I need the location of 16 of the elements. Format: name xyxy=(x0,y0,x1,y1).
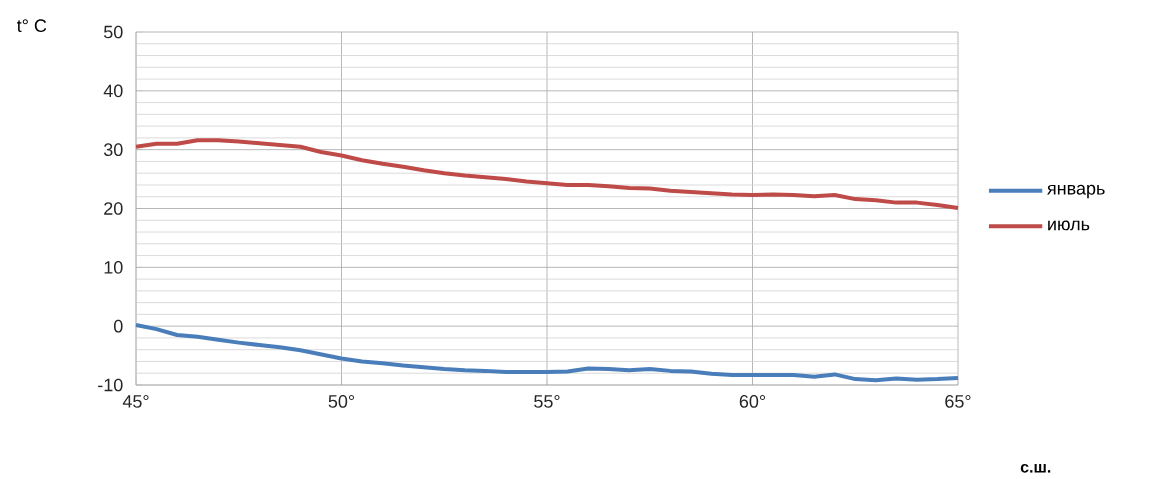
y-tick-label: 30 xyxy=(103,143,123,157)
x-tick-label: 50° xyxy=(328,395,355,408)
x-tick-label: 55° xyxy=(534,395,560,408)
y-tick-label: 20 xyxy=(104,202,123,215)
x-tick-label: 65° xyxy=(945,395,971,408)
y-tick-label: 50 xyxy=(103,25,123,39)
x-axis-title: с.ш. xyxy=(1020,463,1051,473)
x-tick-label: 60° xyxy=(739,395,766,408)
legend-label: январь xyxy=(1047,184,1105,199)
y-tick-label: 40 xyxy=(103,84,123,98)
legend-label: июль xyxy=(1048,220,1090,231)
y-axis-title: t° C xyxy=(16,19,47,33)
y-tick-label: 0 xyxy=(113,319,123,333)
x-tick-label: 45° xyxy=(122,395,149,408)
y-tick-label: -10 xyxy=(98,378,123,392)
y-tick-label: 10 xyxy=(104,260,123,274)
